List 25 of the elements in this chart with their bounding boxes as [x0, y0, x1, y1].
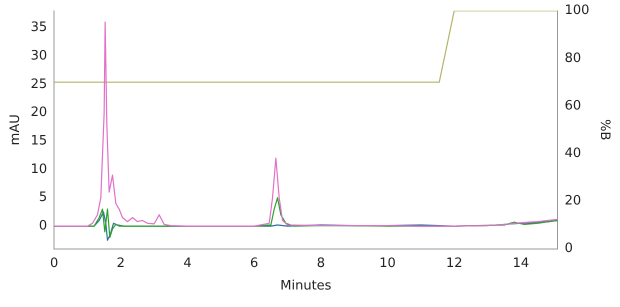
y2-tick-label: 0 — [564, 241, 573, 256]
y-axis-title: mAU — [8, 114, 24, 146]
y-tick-label: 5 — [38, 190, 48, 206]
x-tick-label: 4 — [183, 256, 192, 271]
x-tick-label: 14 — [512, 256, 530, 271]
y2-axis-title: %B — [596, 119, 612, 140]
x-tick-label: 10 — [379, 256, 396, 271]
y-tick-label: 35 — [30, 20, 48, 36]
x-tick-label: 2 — [116, 256, 125, 271]
y-tick-label: 25 — [30, 76, 48, 92]
y2-tick-label: 20 — [564, 194, 582, 209]
y-tick-label: 10 — [30, 162, 48, 177]
x-axis-title: Minutes — [280, 278, 332, 294]
x-tick-label: 0 — [50, 256, 58, 271]
y-tick-label: 30 — [30, 48, 48, 64]
y2-tick-label: 40 — [564, 146, 582, 161]
x-tick-label: 8 — [316, 256, 326, 271]
y-tick-label: 15 — [30, 134, 48, 149]
y2-tick-label: 60 — [564, 98, 582, 114]
y2-tick-label: 80 — [564, 50, 582, 66]
y-tick-label: 0 — [38, 218, 48, 234]
y-tick-label: 20 — [30, 105, 48, 120]
x-tick-label: 6 — [250, 256, 258, 271]
y2-tick-label: 100 — [564, 3, 590, 18]
x-tick-label: 12 — [446, 256, 463, 271]
